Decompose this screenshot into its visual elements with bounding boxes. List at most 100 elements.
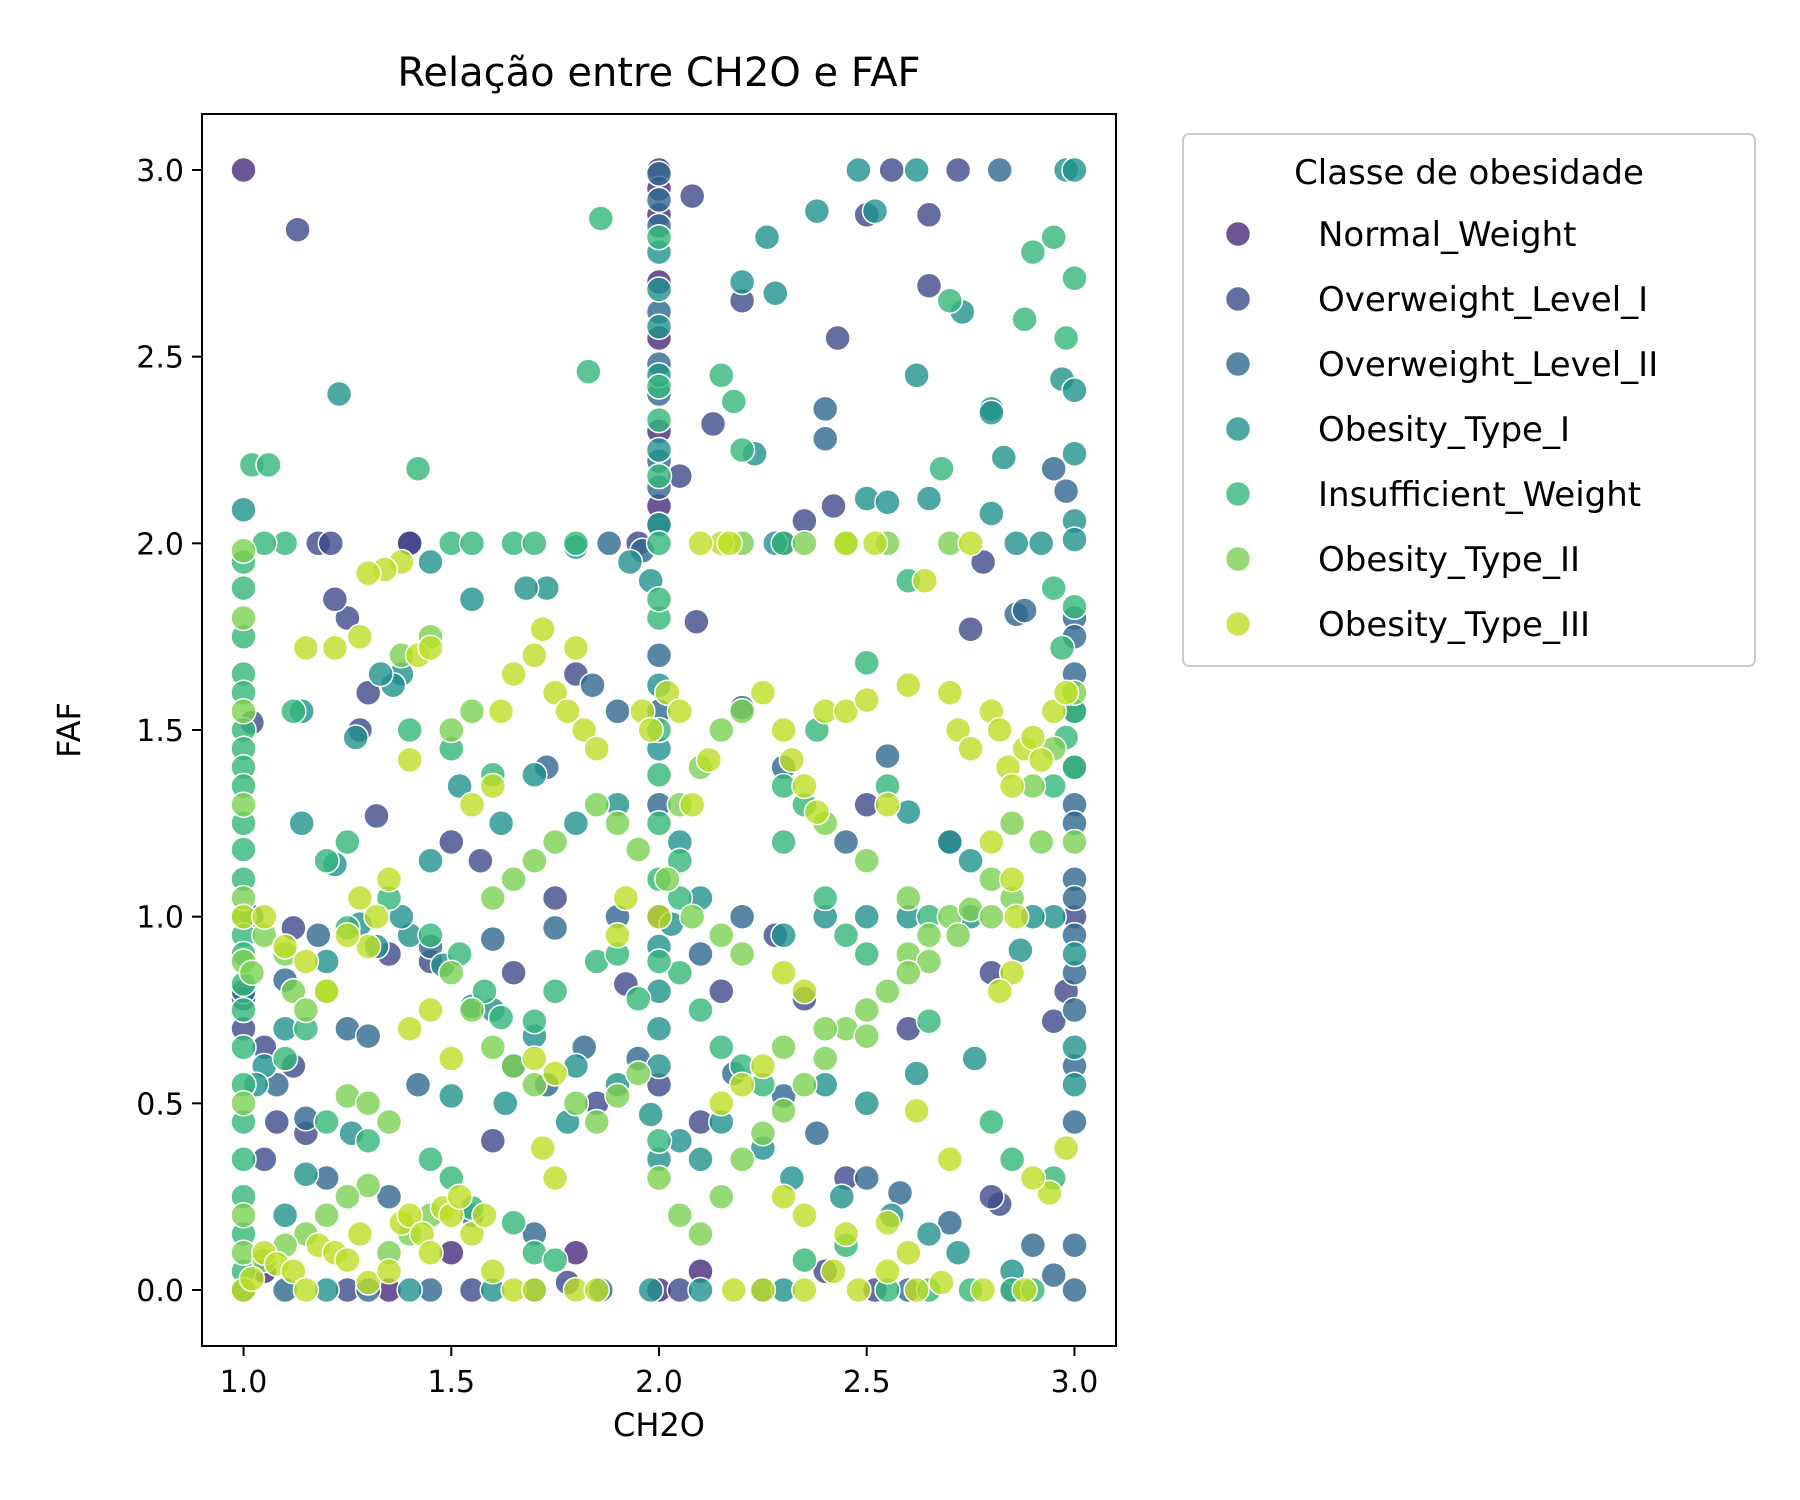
scatter-point-obesity-type-ii [354,1090,382,1117]
scatter-point-obesity-type-ii [654,866,681,893]
scatter-point-obesity-type-i [1061,1071,1088,1098]
scatter-point-overweight-level-i [438,828,465,856]
scatter-point-overweight-level-i [317,530,345,557]
scatter-point-insufficient-weight [334,828,361,856]
scatter-point-obesity-type-iii [716,530,743,557]
scatter-point-overweight-level-i [915,272,943,299]
scatter-point-obesity-type-iii [778,746,806,774]
scatter-point-obesity-type-i [446,772,473,800]
scatter-point-obesity-type-iii [687,530,714,557]
scatter-point-obesity-type-iii [396,746,423,774]
scatter-point-overweight-level-ii [803,1119,831,1147]
scatter-point-insufficient-weight [471,978,498,1005]
scatter-point-obesity-type-i [1061,1034,1088,1061]
scatter-point-obesity-type-iii [969,1276,997,1304]
scatter-point-obesity-type-i [1007,937,1034,964]
scatter-point-insufficient-weight [1061,265,1088,292]
axes: 1.0 1.5 2.0 2.5 3.0 0.0 0.5 1.0 1.5 2.0 2.5 3.0 [136,113,1117,1400]
scatter-point-overweight-level-i [791,507,818,535]
scatter-point-obesity-type-ii [541,828,569,856]
scatter-point-obesity-type-i [645,276,673,303]
scatter-point-obesity-type-ii [749,1119,777,1147]
scatter-point-obesity-type-i [292,1161,320,1188]
scatter-point-obesity-type-i [803,197,831,225]
scatter-point-overweight-level-i [678,182,706,210]
scatter-point-obesity-type-i [492,1090,519,1117]
scatter-point-obesity-type-iii [292,1276,320,1304]
x-tick-label: 2.0 [635,1365,683,1400]
scatter-point-obesity-type-iii [770,716,797,744]
scatter-point-obesity-type-i [1003,530,1030,557]
scatter-point-obesity-type-iii [928,1269,955,1296]
scatter-point-insufficient-weight [1040,574,1067,602]
scatter-point-insufficient-weight [645,761,673,789]
scatter-point-obesity-type-i [367,660,394,688]
scatter-point-obesity-type-ii [438,959,465,986]
scatter-point-insufficient-weight [645,530,673,557]
scatter-point-obesity-type-iii [832,698,860,725]
scatter-point-obesity-type-iii [321,634,349,662]
scatter-point-overweight-level-ii [986,156,1013,184]
scatter-point-obesity-type-iii [986,716,1013,744]
scatter-point-insufficient-weight [687,996,714,1024]
scatter-point-obesity-type-i [915,485,943,512]
scatter-point-insufficient-weight [1052,324,1080,352]
scatter-point-obesity-type-ii [728,1146,756,1173]
scatter-point-obesity-type-iii [417,996,444,1024]
scatter-point-overweight-level-ii [1061,1276,1088,1304]
scatter-point-overweight-level-i [263,1108,291,1136]
scatter-point-obesity-type-iii [417,634,444,662]
scatter-point-insufficient-weight [720,388,748,415]
scatter-point-overweight-level-ii [604,698,631,725]
scatter-point-insufficient-weight [280,698,307,725]
scatter-point-obesity-type-iii [521,1045,548,1072]
y-tick-label: 3.0 [136,154,184,189]
scatter-point-obesity-type-ii [292,996,320,1024]
scatter-point-obesity-type-iii [749,679,777,706]
scatter-point-obesity-type-iii [238,1265,266,1293]
scatter-point-overweight-level-ii [886,1179,914,1207]
scatter-point-obesity-type-i [915,1220,943,1248]
scatter-point-obesity-type-iii [770,1183,797,1210]
scatter-point-obesity-type-iii [978,828,1005,856]
scatter-point-insufficient-weight [500,1209,527,1237]
scatter-point-obesity-type-iii [529,1134,556,1162]
scatter-point-obesity-type-iii [458,791,486,818]
chart-title: Relação entre CH2O e FAF [397,50,920,96]
scatter-point-overweight-level-ii [832,828,860,856]
scatter-point-obesity-type-iii [280,1258,307,1285]
scatter-point-insufficient-weight [1061,754,1088,781]
scatter-point-obesity-type-iii [791,1276,818,1304]
legend-entry-label: Obesity_Type_I [1318,410,1570,450]
scatter-point-overweight-level-ii [375,1183,403,1210]
scatter-point-insufficient-weight [313,847,340,874]
y-tick-label: 1.0 [136,901,184,936]
scatter-point-obesity-type-iii [346,884,374,912]
scatter-point-overweight-level-i [878,156,905,184]
scatter-point-obesity-type-iii [354,933,382,960]
scatter-point-overweight-level-ii [404,1071,432,1098]
scatter-point-overweight-level-ii [645,160,673,187]
scatter-point-insufficient-weight [624,985,652,1013]
scatter-point-obesity-type-iii [720,1276,748,1304]
x-axis-label: CH2O [613,1406,705,1444]
scatter-point-obesity-type-i [438,1082,465,1110]
scatter-point-insufficient-weight [811,884,839,912]
scatter-point-obesity-type-iii [861,530,889,557]
scatter-point-obesity-type-i [645,1015,673,1042]
scatter-point-obesity-type-i [325,380,353,408]
scatter-point-insufficient-weight [1048,634,1076,662]
scatter-point-obesity-type-iii [479,772,507,800]
scatter-point-insufficient-weight [458,530,486,557]
scatter-point-obesity-type-i [978,399,1005,426]
scatter-point-obesity-type-iii [612,884,640,912]
y-tick-label: 0.5 [136,1087,184,1122]
scatter-point-obesity-type-ii [687,1220,714,1248]
scatter-point-overweight-level-i [957,615,984,643]
scatter-point-obesity-type-ii [708,1183,735,1210]
scatter-point-obesity-type-ii [770,1034,797,1061]
scatter-point-obesity-type-iii [832,1220,860,1248]
scatter-point-insufficient-weight [255,451,282,479]
scatter-point-obesity-type-ii [354,1172,382,1199]
scatter-point-insufficient-weight [645,1127,673,1154]
